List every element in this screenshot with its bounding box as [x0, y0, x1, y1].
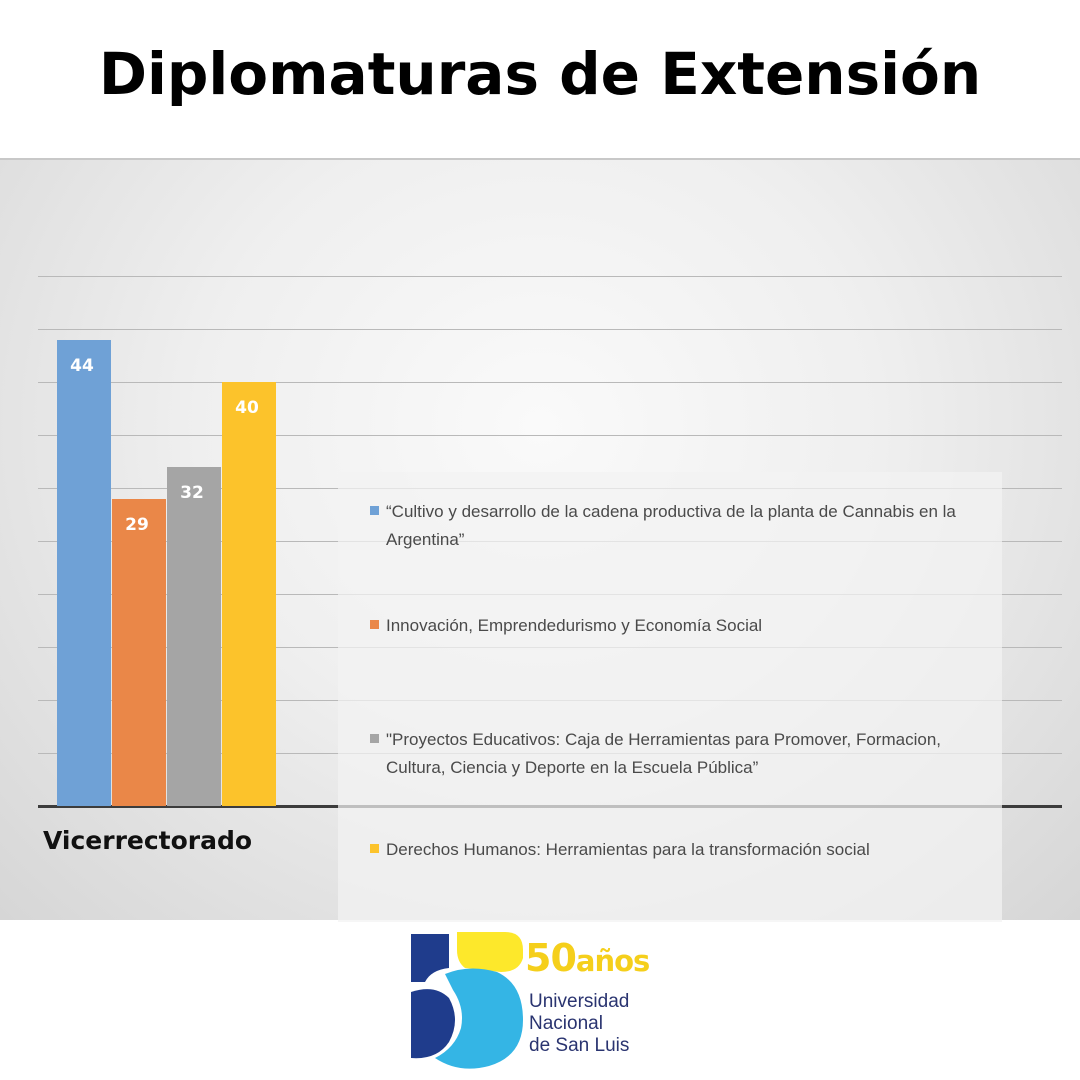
legend-label: Derechos Humanos: Herramientas para la t…: [386, 840, 870, 859]
legend-item: Innovación, Emprendedurismo y Economía S…: [370, 612, 980, 640]
data-label: 40: [235, 398, 259, 418]
legend-label: "Proyectos Educativos: Caja de Herramien…: [386, 730, 941, 777]
logo-suffix: años: [575, 944, 650, 978]
bar: [112, 498, 166, 806]
legend-swatch: [370, 620, 379, 629]
legend-label: “Cultivo y desarrollo de la cadena produ…: [386, 502, 956, 549]
logo-university-line: Universidad: [529, 991, 630, 1012]
page-title: Diplomaturas de Extensión: [98, 40, 982, 108]
legend-item: Derechos Humanos: Herramientas para la t…: [370, 836, 980, 864]
legend-swatch: [370, 506, 379, 515]
gridline: [38, 329, 1062, 330]
logo-san-luis-line: de San Luis: [529, 1035, 630, 1056]
bar: [167, 466, 221, 806]
data-label: 32: [180, 482, 204, 503]
logo-national-line: Nacional: [529, 1013, 603, 1034]
category-label: Vicerrectorado: [43, 826, 253, 855]
fifty-years-logo-icon: [411, 932, 523, 1069]
legend-swatch: [370, 734, 379, 743]
gridline: [38, 382, 1062, 383]
legend-item: “Cultivo y desarrollo de la cadena produ…: [370, 498, 980, 554]
data-label: 29: [125, 514, 149, 535]
data-label: 44: [70, 355, 94, 376]
legend-swatch: [370, 844, 379, 853]
university-logo: 50años Universidad Nacional de San Luis: [405, 928, 675, 1070]
gridline: [38, 276, 1062, 277]
gridline: [38, 435, 1062, 436]
legend: “Cultivo y desarrollo de la cadena produ…: [338, 472, 1002, 922]
logo-anniversary-text: 50años: [525, 936, 650, 980]
legend-label: Innovación, Emprendedurismo y Economía S…: [386, 616, 763, 635]
logo-number: 50: [525, 936, 577, 980]
bar: [57, 339, 111, 806]
chart-panel: 44 29 32 40 Vicerrectorado “Cultivo y desar…: [0, 158, 1080, 922]
legend-item: "Proyectos Educativos: Caja de Herramien…: [370, 726, 980, 782]
bar: [222, 382, 276, 806]
